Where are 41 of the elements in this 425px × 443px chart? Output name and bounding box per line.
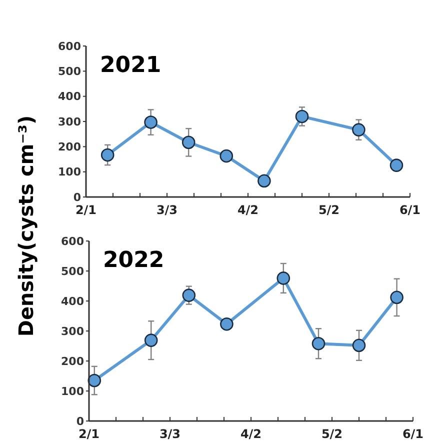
- y-tick-label: 500: [61, 264, 84, 278]
- y-tick-label: 100: [58, 166, 82, 179]
- point: [182, 288, 196, 302]
- y-tick-label: 300: [58, 115, 82, 128]
- y-tick-label: 400: [61, 294, 84, 308]
- y-tick-label: 0: [73, 190, 82, 204]
- x-tick-label: 2/1: [78, 427, 100, 441]
- point: [390, 158, 404, 172]
- y-tick-label: 0: [76, 414, 84, 428]
- chart-title: 2021: [100, 53, 162, 78]
- y-tick-label: 300: [61, 324, 84, 338]
- point: [182, 136, 196, 150]
- x-tick-label: 5/2: [321, 427, 343, 441]
- x-tick-label: 5/2: [318, 203, 340, 217]
- x-tick-label: 6/1: [399, 203, 421, 217]
- y-tick-label: 600: [58, 40, 82, 53]
- point: [258, 174, 271, 188]
- x-tick-label: 2/1: [75, 203, 97, 217]
- y-tick-label: 200: [58, 140, 82, 154]
- point: [312, 336, 326, 350]
- point: [88, 374, 102, 388]
- point: [390, 290, 404, 304]
- point: [144, 334, 158, 347]
- y-tick-label: 500: [58, 65, 82, 78]
- point: [352, 123, 366, 136]
- x-tick-label: 4/2: [237, 203, 259, 217]
- y-axis-title: Density(cysts cm⁻³): [14, 115, 38, 337]
- chart-title: 2022: [103, 248, 164, 273]
- x-tick-label: 3/3: [159, 427, 181, 441]
- y-tick-label: 600: [61, 234, 84, 248]
- x-tick-label: 6/1: [402, 427, 424, 441]
- y-tick-label: 100: [61, 384, 84, 398]
- point: [352, 338, 366, 352]
- point: [295, 110, 309, 124]
- point: [276, 272, 290, 285]
- y-tick-label: 200: [61, 354, 84, 368]
- y-tick-label: 400: [58, 90, 82, 104]
- point: [220, 317, 234, 331]
- point: [220, 149, 234, 163]
- x-tick-label: 3/3: [156, 203, 178, 217]
- x-tick-label: 4/2: [240, 427, 262, 441]
